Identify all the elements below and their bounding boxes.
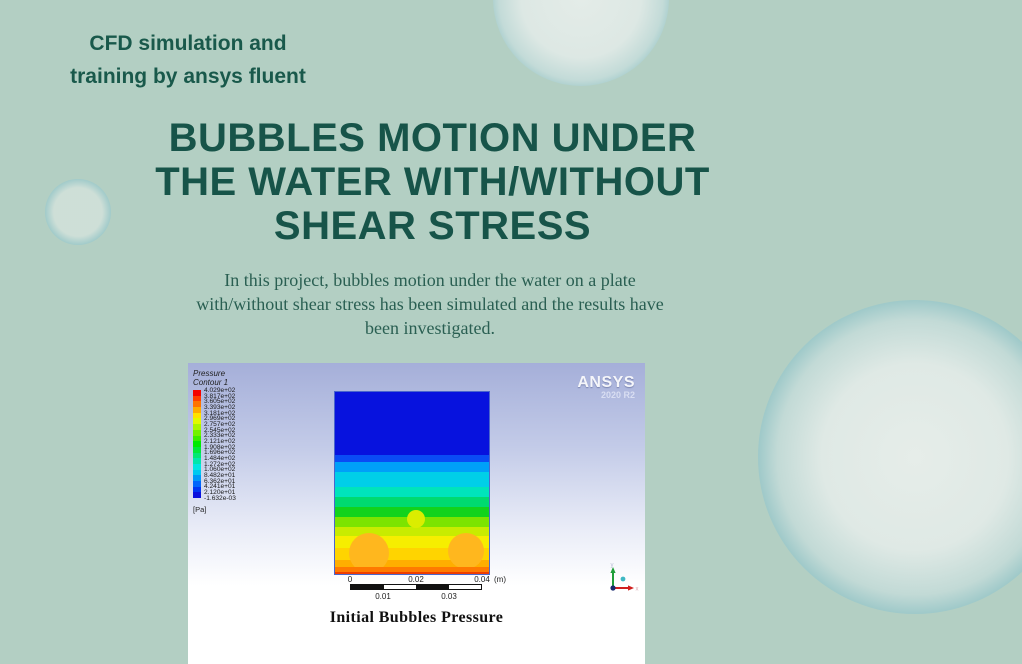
legend-color-band (193, 429, 201, 436)
contour-band (334, 560, 490, 567)
project-description-line1: In this project, bubbles motion under th… (224, 270, 636, 290)
legend-color-band (193, 441, 201, 447)
contour-band (334, 572, 490, 575)
ruler-segment-black (416, 585, 449, 589)
ruler-segment-black (351, 585, 384, 589)
contour-band (334, 487, 490, 497)
contour-bubble (448, 533, 484, 569)
legend-color-band (193, 481, 201, 487)
legend-color-band (193, 486, 201, 493)
bubble-decoration-right (758, 300, 1022, 614)
ruler-unit-label: (m) (494, 575, 506, 584)
legend-color-band (193, 446, 201, 453)
legend-value: 2.121e+02 (204, 438, 236, 446)
bubble-decoration-top (493, 0, 669, 86)
legend-color-band (193, 458, 201, 464)
figure-caption: Initial Bubbles Pressure (329, 609, 504, 626)
ruler-segment-white (448, 585, 481, 589)
ansys-logo-version: 2020 R2 (600, 390, 635, 400)
legend-value: 2.333e+02 (204, 432, 236, 440)
brand-header: CFD simulation and training by ansys flu… (38, 27, 338, 93)
ruler-label-002: 0.02 (408, 575, 424, 584)
legend-value: 1.908e+02 (204, 443, 236, 451)
legend-body: 4.029e+02 3.817e+02 3.605e+02 3.393e+02 3.18… (193, 387, 236, 502)
legend-value: 2.120e+01 (204, 489, 236, 497)
ruler-label-004: 0.04 (474, 575, 490, 584)
ansys-logo-name: ANSYS (577, 374, 635, 391)
contour-band (334, 497, 490, 507)
legend-value: 1.272e+02 (204, 460, 236, 468)
axis-y-label: y (611, 563, 614, 569)
legend-color-band (193, 418, 201, 425)
legend-value: 2.969e+02 (204, 415, 236, 423)
contour-band (334, 462, 490, 472)
axis-x-label: x (636, 587, 639, 593)
contour-bubble (349, 533, 389, 573)
legend-color-band (193, 452, 201, 459)
legend-value: 1.696e+02 (204, 449, 236, 457)
project-description: In this project, bubbles motion under th… (130, 268, 730, 340)
legend-value: 4.029e+02 (204, 387, 236, 394)
legend-value: 4.241e+01 (204, 483, 236, 491)
page-title-line1: BUBBLES MOTION UNDER (168, 116, 697, 160)
legend-value: 2.757e+02 (204, 421, 236, 429)
legend-value: 6.362e+01 (204, 477, 236, 485)
contour-band (334, 527, 490, 536)
axis-triad: y x (610, 563, 639, 593)
contour-band (334, 391, 490, 455)
scale-ruler-bar (350, 584, 482, 590)
legend-value: 2.545e+02 (204, 426, 236, 434)
ruler-label-003: 0.03 (441, 592, 457, 601)
ansys-logo: ANSYS 2020 R2 (577, 374, 635, 401)
page-title-line2: THE WATER WITH/WITHOUT (155, 160, 710, 204)
contour-band (334, 472, 490, 487)
legend-title-line1: Pressure (193, 369, 226, 378)
ruler-segment-white (383, 585, 416, 589)
legend-unit: [Pa] (193, 505, 207, 515)
legend-value: 3.605e+02 (204, 398, 236, 406)
legend-color-band (193, 469, 201, 476)
legend-color-band (193, 412, 201, 419)
legend-color-band (193, 407, 201, 413)
legend-value: 1.484e+02 (204, 455, 236, 463)
legend-value: 3.181e+02 (204, 409, 236, 417)
contour-bubble (407, 510, 425, 528)
brand-header-line2: training by ansys fluent (70, 65, 306, 88)
legend-color-band (193, 435, 201, 442)
pressure-legend: Pressure Contour 1 4.029e+02 3.817e+02 3.6… (193, 369, 236, 514)
contour-band (334, 455, 490, 462)
page-title-line3: SHEAR STRESS (273, 204, 592, 248)
legend-title-line2: Contour 1 (193, 378, 229, 387)
legend-color-band (193, 424, 201, 430)
project-description-line3: been investigated. (365, 318, 495, 338)
contour-plot (334, 391, 490, 575)
legend-colorbar (193, 390, 201, 499)
legend-value: -1.632e-03 (204, 494, 236, 502)
ruler-label-0: 0 (347, 575, 353, 584)
contour-border (334, 391, 490, 575)
legend-color-band (193, 395, 201, 402)
legend-color-band (193, 463, 201, 470)
legend-value: 8.482e+01 (204, 472, 236, 480)
contour-band (334, 567, 490, 575)
legend-value: 3.817e+02 (204, 392, 236, 400)
legend-color-band (193, 475, 201, 481)
legend-value: 1.060e+02 (204, 466, 236, 474)
legend-color-band (193, 401, 201, 408)
page-title: BUBBLES MOTION UNDER THE WATER WITH/WITH… (60, 116, 805, 248)
project-description-line2: with/without shear stress has been simul… (196, 294, 664, 314)
legend-values: 4.029e+02 3.817e+02 3.605e+02 3.393e+02 3.18… (204, 387, 236, 502)
legend-value: 3.393e+02 (204, 404, 236, 412)
brand-header-line1: CFD simulation and (89, 32, 287, 55)
ruler-label-001: 0.01 (375, 592, 391, 601)
legend-color-band (193, 492, 201, 499)
legend-color-band (193, 390, 201, 396)
cfd-result-figure: Pressure Contour 1 4.029e+02 3.817e+02 3.6… (188, 363, 645, 664)
